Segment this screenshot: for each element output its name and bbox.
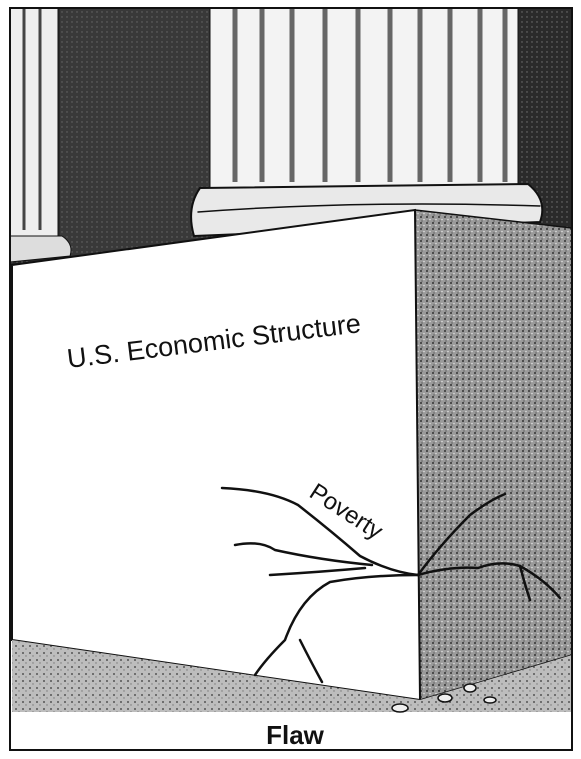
block-front	[12, 210, 420, 700]
cartoon: U.S. Economic Structure Poverty Flaw	[0, 0, 581, 759]
center-column	[191, 8, 542, 236]
block-side	[415, 210, 572, 700]
caption: Flaw	[266, 720, 325, 750]
backdrop-shade	[60, 8, 210, 258]
